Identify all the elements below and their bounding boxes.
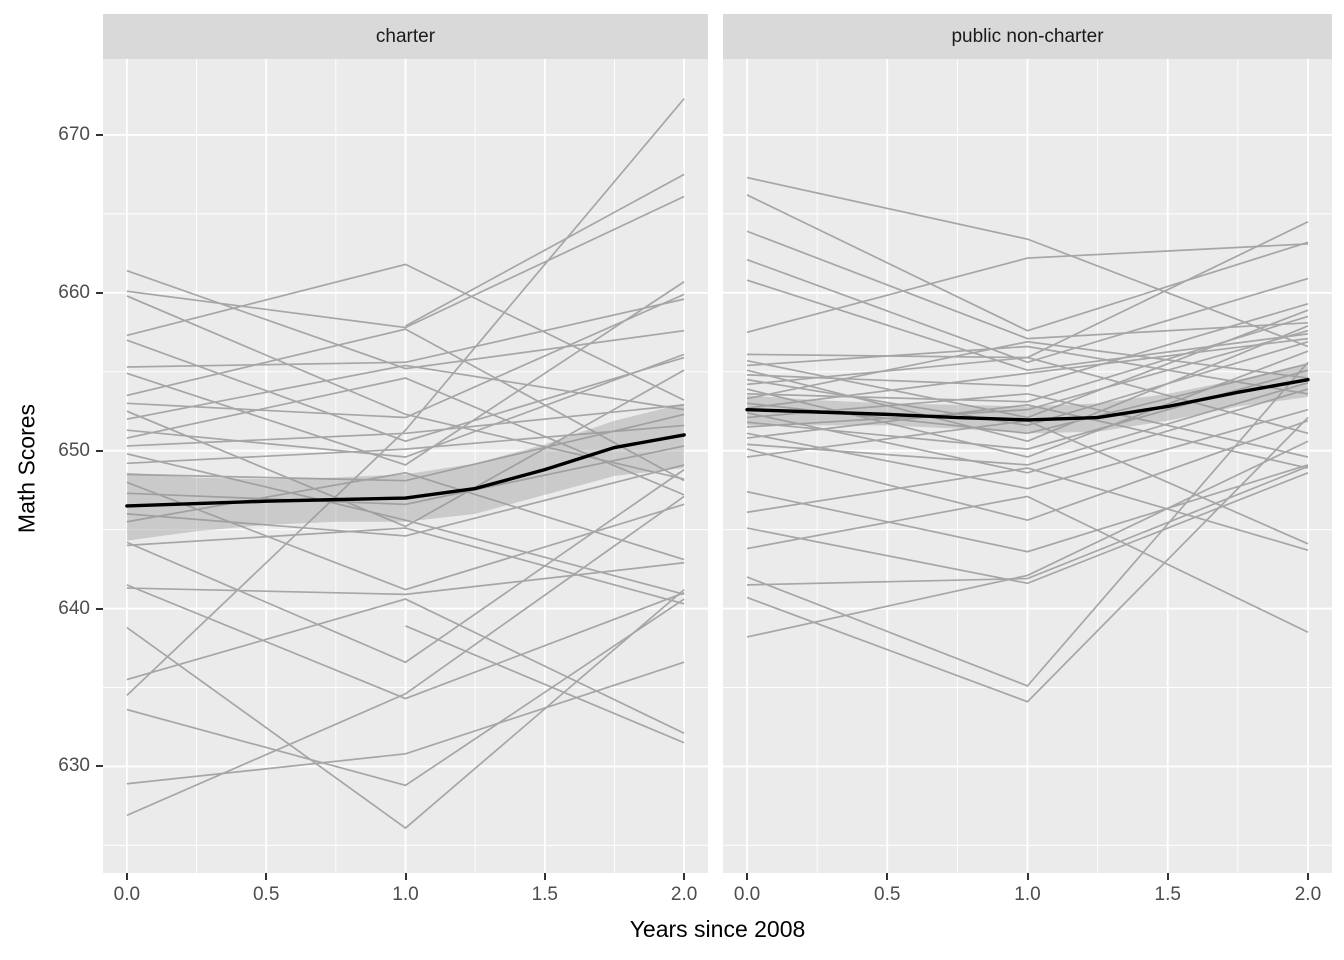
y-tick-mark [96,291,103,294]
school-trajectory-line [746,243,1309,334]
x-tick-label: 1.0 [1014,884,1041,905]
y-tick-label: 630 [58,755,90,777]
x-tick-mark [265,873,268,880]
y-tick-label: 660 [58,281,90,303]
x-tick-mark [1026,873,1029,880]
x-tick-mark [683,873,686,880]
x-tick-mark [1306,873,1309,880]
school-trajectory-line [747,303,1309,387]
school-trajectory-line [405,625,685,744]
school-trajectory-line [746,471,1309,585]
school-trajectory-line [126,495,685,817]
school-trajectory-line [126,481,685,591]
school-trajectory-line [126,281,685,466]
school-trajectory-line [126,424,685,465]
school-trajectory-line [126,471,685,561]
x-tick-label: 1.5 [531,884,558,905]
school-trajectory-line [746,388,1309,474]
school-trajectory-line [126,588,685,830]
y-tick-mark [96,449,103,452]
school-trajectory-line [126,353,685,458]
mean-trend-line [125,433,686,508]
school-trajectory-line [746,337,1309,409]
school-trajectory-line [746,419,1309,522]
school-trajectory-line [126,404,685,447]
school-trajectory-line [126,584,685,700]
x-tick-mark [746,873,749,880]
school-trajectory-line [126,445,685,506]
facet-strip-charter: charter [103,14,708,59]
x-tick-label: 1.5 [1154,884,1181,905]
school-trajectory-line [746,230,1309,340]
x-tick-label: 0.0 [113,884,141,905]
school-trajectory-line [746,329,1309,428]
school-trajectory-line [126,413,685,482]
y-tick-label: 650 [58,439,90,461]
x-tick-mark [404,873,407,880]
school-trajectory-line [746,495,1309,634]
school-trajectory-line [126,661,685,785]
facet-strip-public-non-charter: public non-charter [723,14,1332,59]
school-trajectory-line [746,381,1309,466]
x-axis-title: Years since 2008 [629,916,806,942]
school-trajectory-line [746,404,1309,469]
school-trajectory-line [746,440,1309,638]
x-tick-label: 2.0 [1294,884,1322,905]
y-tick-label: 640 [58,597,90,619]
x-tick-mark [886,873,889,880]
y-tick-label: 670 [58,123,90,145]
y-tick-mark [96,607,103,610]
school-trajectory-line [746,325,1309,443]
school-trajectory-line [746,416,1309,703]
x-tick-mark [125,873,128,880]
school-trajectory-line [126,464,685,537]
school-trajectory-line [746,356,1309,435]
school-trajectory-line [746,340,1309,427]
school-trajectory-line [126,293,685,419]
panel-charter [103,59,708,873]
school-trajectory-line [746,340,1309,400]
school-trajectory-line [126,98,685,697]
x-tick-mark [543,873,546,880]
school-trajectory-line [126,328,685,482]
school-trajectory-line [126,195,685,329]
school-trajectory-line [746,467,1309,551]
x-tick-label: 0.0 [733,884,761,905]
x-tick-label: 2.0 [670,884,698,905]
confidence-ribbon [126,403,685,541]
y-tick-mark [96,765,103,768]
y-tick-mark [96,133,103,136]
school-trajectory-line [746,361,1309,687]
school-trajectory-line [126,263,685,401]
school-trajectory-line [126,298,685,368]
school-trajectory-line [746,345,1309,395]
school-trajectory-line [126,468,685,664]
school-trajectory-line [747,465,1309,586]
school-trajectory-line [126,369,685,528]
facet-strip-label: public non-charter [951,25,1104,47]
school-trajectory-line [405,173,685,327]
school-trajectory-line [126,527,685,605]
x-tick-mark [1166,873,1169,880]
school-trajectory-line [126,561,685,596]
panel-public-non-charter [723,59,1332,873]
facet-strip-label: charter [375,25,436,47]
x-tick-label: 1.0 [392,884,419,905]
school-trajectory-line [746,176,1309,348]
school-trajectory-line [746,258,1309,364]
school-trajectory-line [746,194,1309,332]
school-trajectory-line [126,598,685,787]
school-trajectory-line [126,598,685,735]
school-trajectory-line [746,464,1309,553]
school-trajectory-line [126,295,685,480]
x-tick-label: 0.5 [252,884,280,905]
school-trajectory-line [126,364,685,420]
x-tick-label: 0.5 [874,884,901,905]
mean-trend-line [745,377,1310,422]
